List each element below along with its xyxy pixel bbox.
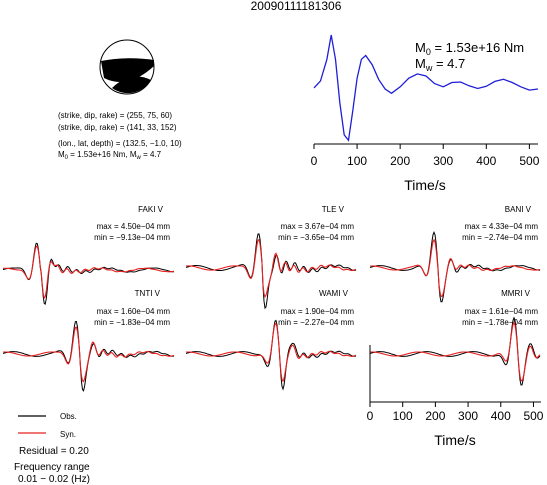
station-name: WAMI V bbox=[319, 289, 349, 298]
stf-x-tick-label-100: 100 bbox=[347, 154, 367, 168]
observed-waveform bbox=[369, 316, 541, 386]
hypocenter-location: (lon., lat, depth) = (132.5, −1.0, 10) bbox=[58, 139, 182, 148]
focal-mechanism-info: (strike, dip, rake) = (255, 75, 60) (str… bbox=[58, 111, 182, 161]
beachball-icon bbox=[99, 39, 155, 95]
stf-x-tick-label-300: 300 bbox=[433, 154, 453, 168]
stf-mw-label: Mw = 4.7 bbox=[415, 56, 465, 73]
station-name: TLE V bbox=[322, 205, 345, 214]
station-max: max = 1.61e−04 mm bbox=[465, 307, 539, 316]
waveform-x-tick-label-500: 500 bbox=[523, 409, 543, 423]
station-name: FAKI V bbox=[138, 205, 164, 214]
stf-x-axis-label: Time/s bbox=[404, 177, 445, 193]
frequency-range-value: 0.01 − 0.02 (Hz) bbox=[18, 474, 90, 485]
nodal-plane-2: (strike, dip, rake) = (141, 33, 152) bbox=[58, 123, 177, 132]
stf-x-tick-label-400: 400 bbox=[476, 154, 496, 168]
synthetic-waveform bbox=[186, 322, 357, 383]
station-min: min = −2.74e−04 mm bbox=[462, 233, 538, 242]
station-max: max = 1.60e−04 mm bbox=[97, 307, 171, 316]
synthetic-waveform bbox=[3, 245, 175, 300]
figure-title: 20090111181306 bbox=[251, 0, 342, 13]
frequency-range-label: Frequency range bbox=[14, 462, 90, 473]
observed-waveform bbox=[185, 319, 357, 391]
station-name: BANI V bbox=[505, 205, 532, 214]
synthetic-waveform bbox=[370, 321, 541, 382]
station-min: min = −3.65e−04 mm bbox=[278, 233, 354, 242]
station-min: min = −1.78e−04 mm bbox=[462, 318, 538, 327]
waveform-x-tick-label-100: 100 bbox=[393, 409, 413, 423]
station-min: min = −9.13e−04 mm bbox=[94, 233, 170, 242]
station-min: min = −2.27e−04 mm bbox=[278, 318, 354, 327]
synthetic-waveform bbox=[186, 239, 357, 299]
stf-m0-label: M0 = 1.53e+16 Nm bbox=[415, 40, 524, 57]
legend-syn-label: Syn. bbox=[60, 430, 76, 439]
synthetic-waveform bbox=[3, 326, 175, 383]
waveform-x-ticks: 0 100 200 300 400 500 bbox=[367, 402, 544, 423]
nodal-plane-1: (strike, dip, rake) = (255, 75, 60) bbox=[58, 111, 172, 120]
source-time-function-chart: 0 100 200 300 400 500 Time/s M0 = 1.53e+16 Nm… bbox=[311, 34, 540, 193]
stf-x-tick-label-500: 500 bbox=[519, 154, 539, 168]
stf-x-ticks: 0 100 200 300 400 500 bbox=[311, 144, 540, 168]
station-name: MMRI V bbox=[501, 289, 531, 298]
station-panel-wami: WAMI V max = 1.90e−04 mm min = −2.27e−04… bbox=[185, 289, 357, 391]
station-panel-tnti: TNTI V max = 1.60e−04 mm min = −1.83e−04… bbox=[2, 289, 175, 392]
station-max: max = 4.50e−04 mm bbox=[97, 222, 171, 231]
stf-x-tick-label-0: 0 bbox=[311, 154, 318, 168]
waveform-x-tick-label-400: 400 bbox=[491, 409, 511, 423]
station-max: max = 4.33e−04 mm bbox=[465, 222, 539, 231]
station-name: TNTI V bbox=[135, 289, 161, 298]
stf-series-line bbox=[313, 34, 539, 142]
residual-value: Residual = 0.20 bbox=[19, 446, 89, 457]
station-max: max = 1.90e−04 mm bbox=[281, 307, 355, 316]
waveform-x-tick-label-300: 300 bbox=[458, 409, 478, 423]
legend-obs-label: Obs. bbox=[60, 412, 77, 421]
station-max: max = 3.67e−04 mm bbox=[281, 222, 355, 231]
station-panel-tle: TLE V max = 3.67e−04 mm min = −3.65e−04 … bbox=[185, 205, 357, 310]
stf-x-tick-label-200: 200 bbox=[390, 154, 410, 168]
waveform-time-axis: 0 100 200 300 400 500 Time/s bbox=[367, 345, 544, 448]
station-panel-bani: BANI V max = 4.33e−04 mm min = −2.74e−04… bbox=[369, 205, 541, 303]
station-min: min = −1.83e−04 mm bbox=[94, 318, 170, 327]
station-panel-faki: FAKI V max = 4.50e−04 mm min = −9.13e−04… bbox=[2, 205, 175, 306]
station-panel-mmri: MMRI V max = 1.61e−04 mm min = −1.78e−04… bbox=[369, 289, 541, 386]
waveform-x-tick-label-0: 0 bbox=[367, 409, 374, 423]
legend: Obs. Syn. bbox=[18, 412, 77, 439]
waveform-x-axis-label: Time/s bbox=[434, 432, 475, 448]
waveform-x-tick-label-200: 200 bbox=[425, 409, 445, 423]
magnitude-line: M0 = 1.53e+16 Nm, Mw = 4.7 bbox=[58, 150, 162, 161]
synthetic-waveform bbox=[370, 238, 541, 298]
